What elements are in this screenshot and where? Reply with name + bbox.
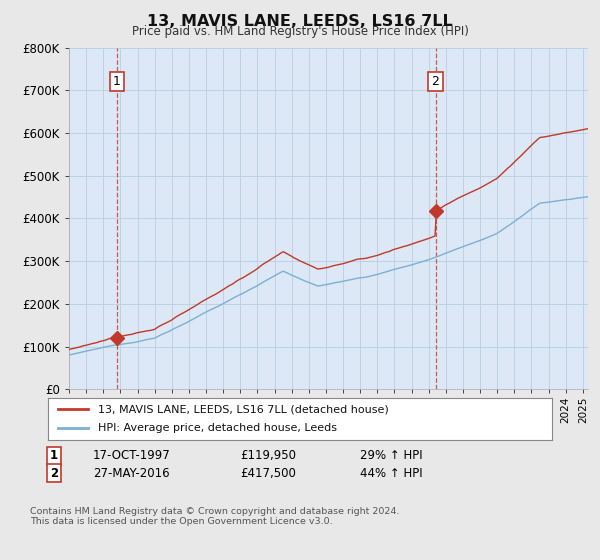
Text: 17-OCT-1997: 17-OCT-1997 <box>93 449 171 463</box>
Text: 27-MAY-2016: 27-MAY-2016 <box>93 466 170 480</box>
Text: 13, MAVIS LANE, LEEDS, LS16 7LL: 13, MAVIS LANE, LEEDS, LS16 7LL <box>147 14 453 29</box>
Text: 2: 2 <box>50 466 58 480</box>
Text: 2: 2 <box>431 75 439 88</box>
Text: £417,500: £417,500 <box>240 466 296 480</box>
Text: 13, MAVIS LANE, LEEDS, LS16 7LL (detached house): 13, MAVIS LANE, LEEDS, LS16 7LL (detache… <box>98 404 389 414</box>
Text: 29% ↑ HPI: 29% ↑ HPI <box>360 449 422 463</box>
Text: £119,950: £119,950 <box>240 449 296 463</box>
Text: 1: 1 <box>113 75 121 88</box>
Text: Price paid vs. HM Land Registry's House Price Index (HPI): Price paid vs. HM Land Registry's House … <box>131 25 469 38</box>
Text: 44% ↑ HPI: 44% ↑ HPI <box>360 466 422 480</box>
Text: 1: 1 <box>50 449 58 463</box>
Text: HPI: Average price, detached house, Leeds: HPI: Average price, detached house, Leed… <box>98 423 337 433</box>
Text: Contains HM Land Registry data © Crown copyright and database right 2024.
This d: Contains HM Land Registry data © Crown c… <box>30 507 400 526</box>
